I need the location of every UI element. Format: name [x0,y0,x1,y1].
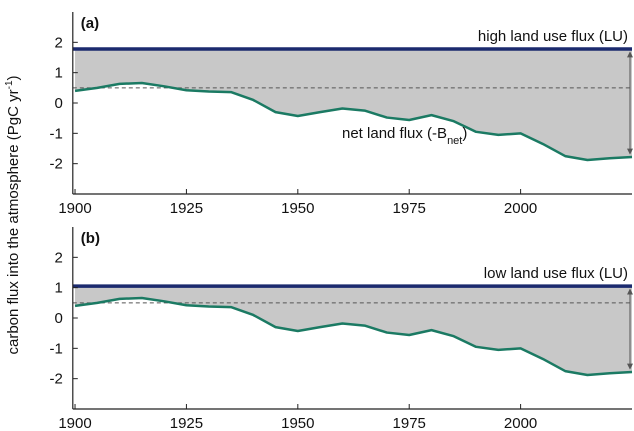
net-flux-line [74,296,633,377]
annotation-end: ) [462,125,467,142]
panel-label: (a) [81,15,99,32]
y-tick-label: 1 [54,280,62,297]
y-label-end: ) [5,75,22,80]
annotation-text: net land flux (-B [342,125,447,142]
y-tick-label: -2 [49,156,62,173]
x-tick-label: 1975 [393,415,426,431]
x-tick-label: 2000 [504,415,537,431]
net-flux-line [74,81,633,162]
x-tick-label: 1950 [281,200,314,217]
x-tick-label: 1900 [58,200,91,217]
panel-label: (b) [81,230,100,247]
y-label-sup: -1 [4,80,15,89]
annotation: net land flux (-Bnet) [342,125,467,147]
y-tick-label: 1 [54,65,62,82]
gap-area [75,49,632,161]
annotation-sub: net [447,135,462,147]
y-tick-label: 0 [54,310,62,327]
y-tick-label: -2 [49,371,62,388]
gap-area [75,286,632,376]
y-axis-label: carbon flux into the atmosphere (PgC yr-… [4,75,22,354]
x-tick-label: 1925 [170,415,203,431]
y-tick-label: 2 [54,249,62,266]
y-tick-label: -1 [49,125,62,142]
lu-label: low land use flux (LU) [484,265,628,282]
y-tick-label: -1 [49,340,62,357]
x-tick-label: 1925 [170,200,203,217]
x-tick-label: 1975 [393,200,426,217]
x-tick-label: 1950 [281,415,314,431]
y-label-text: carbon flux into the atmosphere (PgC yr [5,89,22,354]
x-tick-label: 2000 [504,200,537,217]
lu-label: high land use flux (LU) [478,28,628,45]
x-tick-label: 1900 [58,415,91,431]
y-tick-label: 2 [54,34,62,51]
y-tick-label: 0 [54,95,62,112]
